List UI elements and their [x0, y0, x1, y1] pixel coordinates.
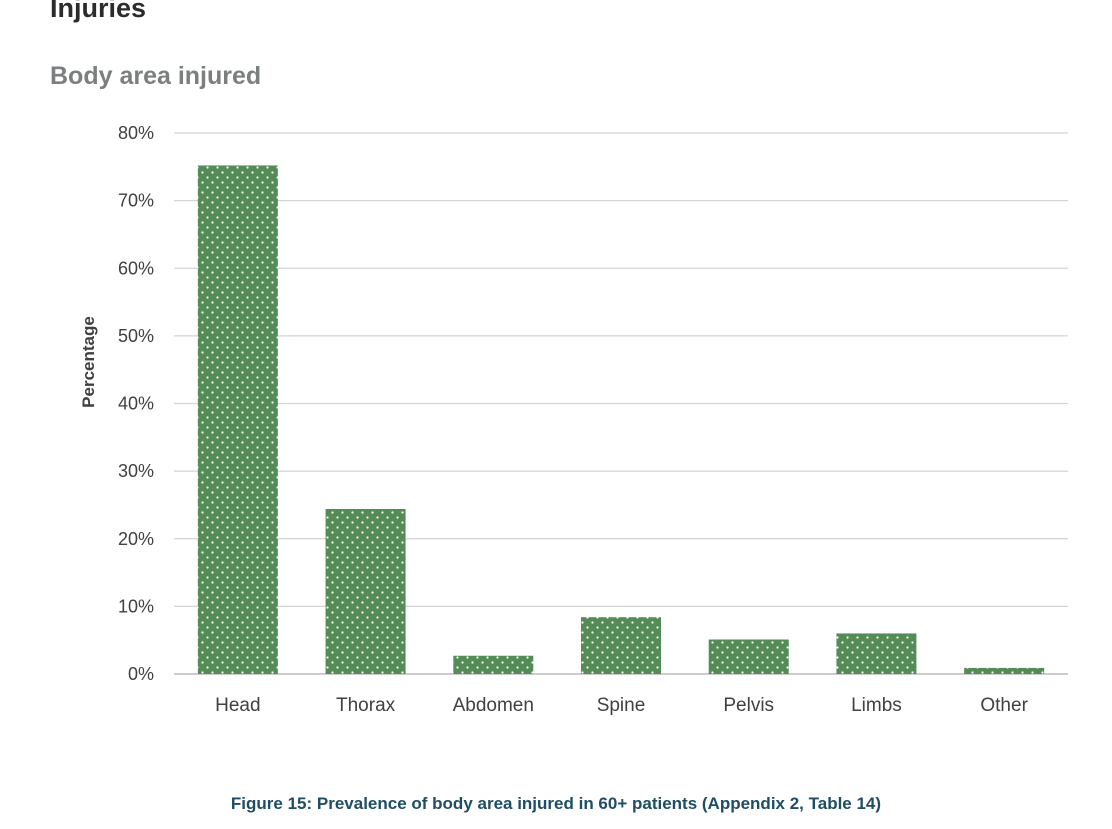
x-tick-label-limbs: Limbs [851, 695, 902, 716]
bar-spine [581, 617, 661, 674]
y-tick-label: 60% [118, 258, 154, 278]
y-tick-label: 30% [118, 461, 154, 481]
bar-abdomen [453, 655, 534, 674]
x-tick-label-spine: Spine [597, 695, 646, 716]
y-tick-label: 80% [118, 123, 154, 143]
y-tick-label: 20% [118, 529, 154, 549]
x-tick-label-thorax: Thorax [336, 695, 396, 716]
chart-title: Body area injured [50, 62, 262, 90]
y-tick-label: 0% [128, 664, 154, 684]
bar-pelvis [708, 639, 789, 674]
x-tick-label-abdomen: Abdomen [453, 695, 534, 716]
bar-limbs [836, 633, 917, 674]
y-tick-labels: 0% 10% 20% 30% 40% 50% 60% 70% 80% [118, 123, 154, 684]
x-tick-label-head: Head [215, 695, 260, 716]
y-tick-label: 40% [118, 394, 154, 414]
bar-thorax [325, 508, 406, 674]
bars [197, 165, 1045, 674]
gridlines [174, 132, 1068, 675]
bar-other [964, 667, 1045, 674]
y-tick-label: 10% [118, 596, 154, 616]
y-tick-label: 70% [118, 191, 154, 211]
x-tick-label-other: Other [980, 695, 1028, 716]
y-axis-label: Percentage [79, 316, 98, 408]
figure-caption: Figure 15: Prevalence of body area injur… [230, 794, 882, 813]
x-tick-labels: Head Thorax Abdomen Spine Pelvis Limbs Other [215, 695, 1028, 716]
y-tick-label: 50% [118, 326, 154, 346]
bar-head [197, 165, 278, 674]
section-heading: Injuries [50, 0, 147, 23]
x-tick-label-pelvis: Pelvis [723, 695, 774, 716]
